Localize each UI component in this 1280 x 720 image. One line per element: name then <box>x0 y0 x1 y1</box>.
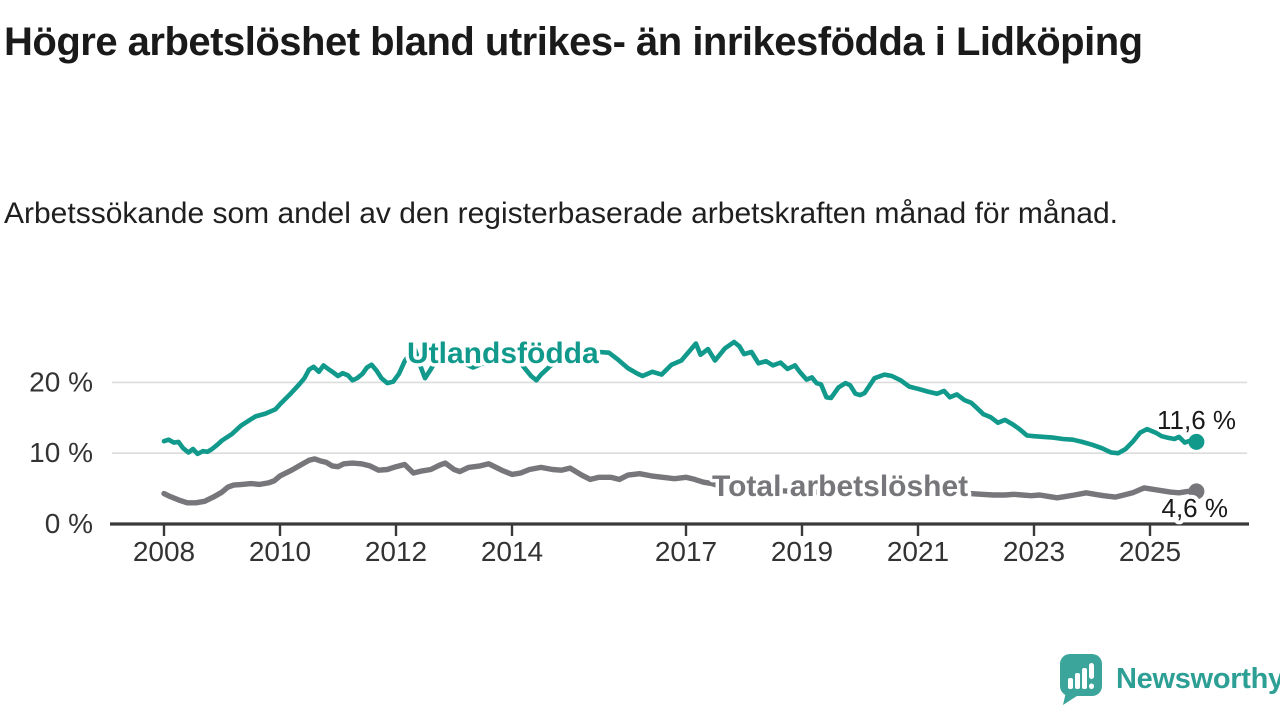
y-axis-label-20: 20 % <box>29 366 93 397</box>
x-axis-label-2010: 2010 <box>249 536 311 567</box>
chart-series-lines <box>161 339 1200 506</box>
series-end-dots <box>1188 433 1205 500</box>
end-dot-utlandsf-dda <box>1188 433 1205 450</box>
x-axis-label-2012: 2012 <box>365 536 427 567</box>
line-chart: 0 % 10 % 20 % 2008 2010 2012 2014 2017 2019 2021 2… <box>29 334 1249 567</box>
chart-grid-and-axes: 0 % 10 % 20 % 2008 2010 2012 2014 2017 2019 2021 2… <box>29 366 1249 567</box>
end-dot-total-arbetsl-shet <box>1188 483 1205 500</box>
newsworthy-logo-text: Newsworthy <box>1116 662 1280 695</box>
end-value-label-utlandsfodda: 11,6 % <box>1157 405 1236 435</box>
x-axis-label-2021: 2021 <box>887 536 949 567</box>
x-axis-label-2014: 2014 <box>481 536 543 567</box>
x-axis-label-2017: 2017 <box>655 536 717 567</box>
series-line-total-arbetsl-shet <box>161 456 1200 506</box>
x-axis-label-2019: 2019 <box>771 536 833 567</box>
newsworthy-logo-icon <box>1060 654 1102 705</box>
y-axis-label-10: 10 % <box>29 437 93 468</box>
x-axis-label-2025: 2025 <box>1119 536 1181 567</box>
page-title: Högre arbetslöshet bland utrikes- än inr… <box>4 20 1143 64</box>
chart-subtitle: Arbetssökande som andel av den registerb… <box>4 197 1118 230</box>
end-value-label-total: 4,6 % <box>1162 493 1229 523</box>
newsworthy-logo: Newsworthy <box>1058 652 1280 706</box>
y-axis-label-0: 0 % <box>45 508 93 539</box>
x-axis-label-2008: 2008 <box>133 536 195 567</box>
series-label-utlandsfodda: Utlandsfödda <box>407 337 599 370</box>
x-axis-label-2023: 2023 <box>1003 536 1065 567</box>
series-line-utlandsf-dda <box>161 339 1199 457</box>
series-label-total-arbetsloshet: Total arbetslöshet <box>712 470 968 503</box>
